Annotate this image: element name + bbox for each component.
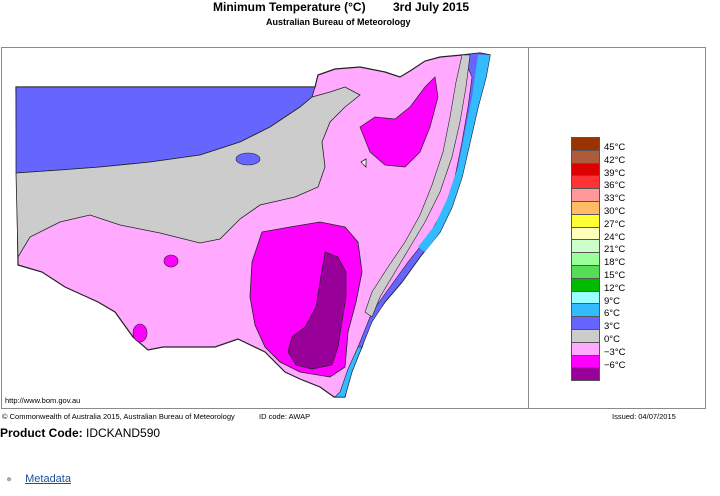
legend-swatch [571, 149, 600, 163]
legend-swatch [571, 303, 600, 317]
act-marker [360, 158, 367, 168]
map-title-text: Minimum Temperature (°C) [213, 0, 366, 14]
legend-label: 27°C [604, 218, 626, 230]
zone-3c-island [235, 152, 261, 166]
copyright-text: © Commonwealth of Australia 2015, Austra… [2, 412, 235, 421]
legend-swatch [571, 175, 600, 189]
legend-swatch [571, 188, 600, 201]
product-code-label: Product Code: [0, 426, 83, 440]
zone-6c-east [418, 55, 490, 252]
zone-minus6-spot-west [163, 254, 179, 268]
legend-label: 15°C [604, 269, 626, 281]
legend-swatch [571, 200, 600, 214]
legend-bottom-border [571, 380, 600, 382]
legend-swatch [571, 277, 600, 291]
legend-swatch [571, 162, 600, 176]
map-source: Australian Bureau of Meteorology [266, 17, 411, 27]
zone-0c-east [364, 54, 471, 318]
legend-swatch [571, 137, 600, 150]
nsw-temperature-map [15, 52, 491, 398]
legend-label: 33°C [604, 193, 626, 205]
legend-label: −3°C [604, 346, 626, 358]
issued-date: Issued: 04/07/2015 [612, 412, 676, 421]
legend-label: 30°C [604, 205, 626, 217]
legend-swatch [571, 239, 600, 253]
product-code-line: Product Code: IDCKAND590 [0, 426, 160, 440]
zone-southern-coast [334, 346, 363, 398]
zone-below-minus6 [287, 251, 347, 370]
legend-label: 6°C [604, 308, 620, 320]
metadata-list-item: ● Metadata [6, 473, 71, 485]
legend-swatch [571, 252, 600, 265]
legend-swatch [571, 264, 600, 278]
legend-label: 3°C [604, 321, 620, 333]
legend-swatch [571, 341, 600, 355]
legend-label: 45°C [604, 142, 626, 153]
map-url: http://www.bom.gov.au [5, 396, 81, 405]
legend-swatch [571, 354, 600, 368]
legend-label: 21°C [604, 244, 626, 256]
legend-label: 18°C [604, 257, 626, 269]
legend-label: 39°C [604, 167, 626, 179]
legend-label: 42°C [604, 154, 626, 166]
legend-label: 36°C [604, 180, 626, 192]
legend-swatch [571, 367, 600, 381]
product-code-value: IDCKAND590 [86, 426, 161, 440]
legend-label: 12°C [604, 282, 626, 294]
legend-swatch [571, 213, 600, 227]
legend-label: 9°C [604, 295, 620, 307]
metadata-link[interactable]: Metadata [25, 473, 71, 485]
legend-divider [528, 47, 529, 409]
legend-label: 0°C [604, 333, 620, 345]
zone-0c [15, 86, 361, 259]
legend-label: −6°C [604, 359, 626, 371]
legend-label: 24°C [604, 231, 626, 243]
zone-minus6-spot-southwest [132, 323, 148, 343]
legend-swatch [571, 226, 600, 240]
id-code: ID code: AWAP [259, 412, 311, 421]
legend-swatch [571, 328, 600, 342]
map-header: Minimum Temperature (°C) 3rd July 2015 A… [0, 0, 720, 46]
bullet-icon: ● [6, 474, 13, 485]
zone-0c-inner-bay [102, 182, 222, 225]
legend-swatch [571, 316, 600, 329]
legend-swatch [571, 290, 600, 304]
map-date: 3rd July 2015 [393, 0, 470, 14]
zone-minus6-northeast [359, 76, 439, 168]
